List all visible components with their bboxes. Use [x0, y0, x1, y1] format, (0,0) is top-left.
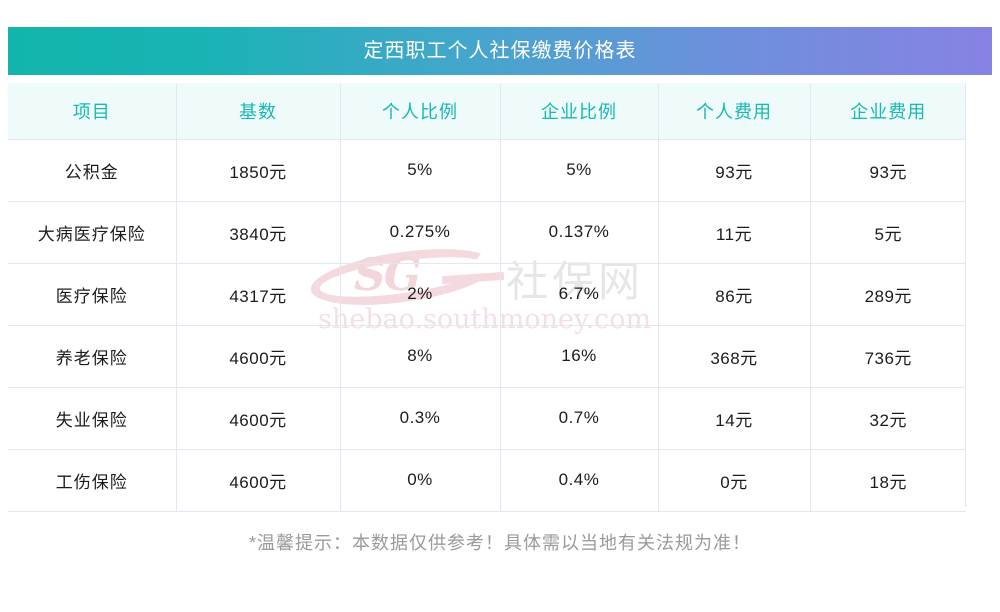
cell-base: 1850元: [176, 139, 341, 202]
table-row: 工伤保险 4600元 0% 0.4% 0元 18元: [8, 449, 966, 512]
table-row: 养老保险 4600元 8% 16% 368元 736元: [8, 325, 966, 388]
cell-personal-fee: 11元: [658, 201, 811, 264]
cell-company-rate: 0.4%: [500, 449, 659, 512]
table-body: 公积金 1850元 5% 5% 93元 93元 大病医疗保险 3840元 0.2…: [8, 139, 966, 512]
cell-personal-rate: 2%: [340, 263, 501, 326]
table-row: 医疗保险 4317元 2% 6.7% 86元 289元: [8, 263, 966, 326]
cell-company-fee: 32元: [810, 387, 966, 450]
cell-base: 3840元: [176, 201, 341, 264]
cell-base: 4317元: [176, 263, 341, 326]
cell-personal-fee: 0元: [658, 449, 811, 512]
cell-company-rate: 6.7%: [500, 263, 659, 326]
footer-note: *温馨提示：本数据仅供参考！具体需以当地有关法规为准！: [248, 533, 751, 553]
table-row: 公积金 1850元 5% 5% 93元 93元: [8, 139, 966, 202]
cell-personal-fee: 14元: [658, 387, 811, 450]
cell-base: 4600元: [176, 387, 341, 450]
cell-company-fee: 18元: [810, 449, 966, 512]
cell-item: 医疗保险: [8, 263, 177, 326]
column-header-personal-rate: 个人比例: [340, 83, 501, 140]
column-header-item: 项目: [8, 83, 177, 140]
title-banner: 定西职工个人社保缴费价格表: [8, 27, 992, 75]
cell-personal-rate: 0.3%: [340, 387, 501, 450]
cell-company-fee: 289元: [810, 263, 966, 326]
price-table-container: 项目 基数 个人比例 企业比例 个人费用 企业费用 公积金 1850元 5% 5…: [8, 83, 966, 512]
cell-company-fee: 93元: [810, 139, 966, 202]
table-header: 项目 基数 个人比例 企业比例 个人费用 企业费用: [8, 83, 966, 140]
column-header-base: 基数: [176, 83, 341, 140]
cell-base: 4600元: [176, 449, 341, 512]
column-header-company-fee: 企业费用: [810, 83, 966, 140]
cell-personal-rate: 0.275%: [340, 201, 501, 264]
column-header-company-rate: 企业比例: [500, 83, 659, 140]
table-row: 失业保险 4600元 0.3% 0.7% 14元 32元: [8, 387, 966, 450]
cell-company-rate: 16%: [500, 325, 659, 388]
price-table: 项目 基数 个人比例 企业比例 个人费用 企业费用 公积金 1850元 5% 5…: [8, 83, 966, 512]
cell-base: 4600元: [176, 325, 341, 388]
cell-company-fee: 5元: [810, 201, 966, 264]
cell-item: 大病医疗保险: [8, 201, 177, 264]
cell-company-rate: 0.137%: [500, 201, 659, 264]
cell-personal-rate: 5%: [340, 139, 501, 202]
cell-personal-fee: 368元: [658, 325, 811, 388]
page-title: 定西职工个人社保缴费价格表: [363, 40, 637, 62]
cell-item: 失业保险: [8, 387, 177, 450]
table-header-row: 项目 基数 个人比例 企业比例 个人费用 企业费用: [8, 83, 966, 140]
table-right-rule: [965, 83, 966, 507]
cell-company-rate: 0.7%: [500, 387, 659, 450]
column-header-personal-fee: 个人费用: [658, 83, 811, 140]
cell-item: 公积金: [8, 139, 177, 202]
cell-personal-rate: 8%: [340, 325, 501, 388]
table-row: 大病医疗保险 3840元 0.275% 0.137% 11元 5元: [8, 201, 966, 264]
cell-personal-rate: 0%: [340, 449, 501, 512]
cell-personal-fee: 93元: [658, 139, 811, 202]
cell-personal-fee: 86元: [658, 263, 811, 326]
cell-company-fee: 736元: [810, 325, 966, 388]
cell-item: 养老保险: [8, 325, 177, 388]
cell-item: 工伤保险: [8, 449, 177, 512]
cell-company-rate: 5%: [500, 139, 659, 202]
